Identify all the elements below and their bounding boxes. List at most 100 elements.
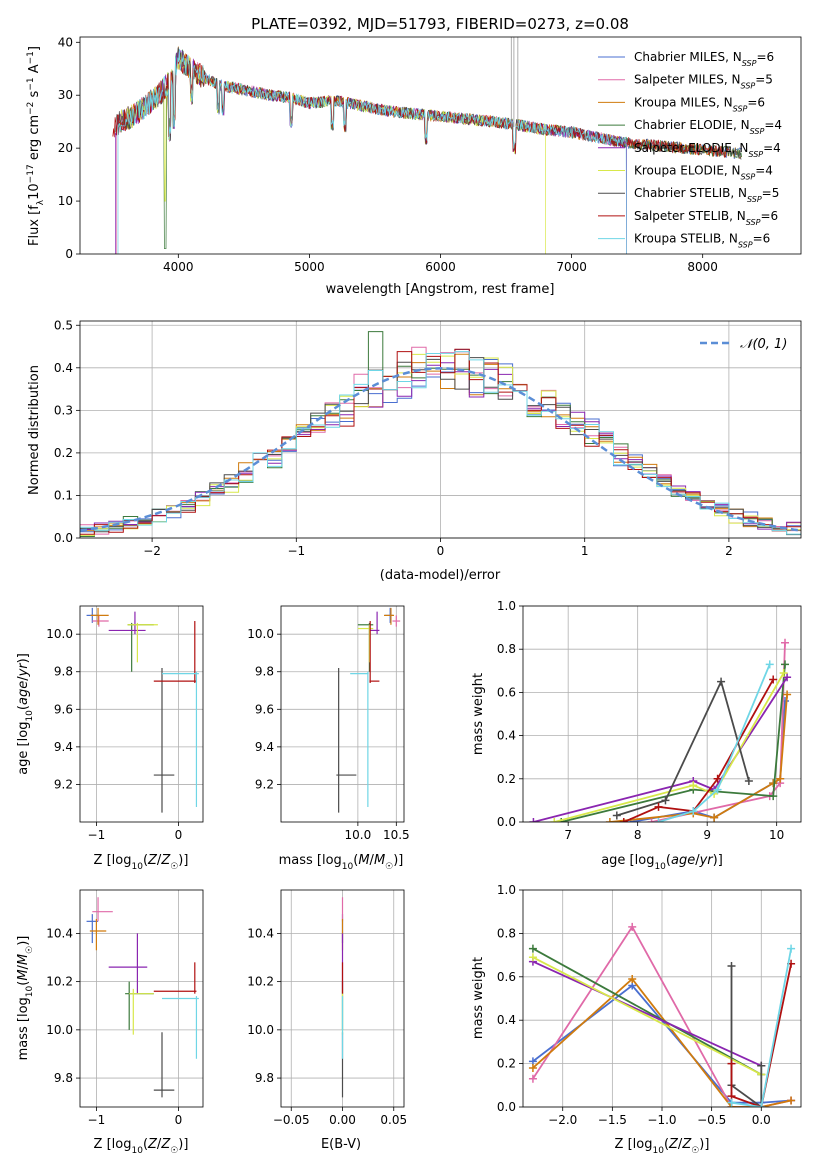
y-tick-label: 10.4 <box>247 926 274 940</box>
x-tick-label: 0 <box>175 828 183 842</box>
errorbar-point <box>153 621 197 684</box>
x-tick-label: 0 <box>175 1113 183 1127</box>
series-marker <box>529 818 538 822</box>
y-tick-label: 9.8 <box>54 665 73 679</box>
series-marker <box>727 1059 736 1068</box>
y-tick-label: 0.6 <box>497 685 516 699</box>
y-tick-label: 1.0 <box>497 599 516 613</box>
spectrum-line <box>117 48 627 254</box>
axes-frame: −1 0 9.2 9.4 9.6 9.8 10.0 <box>46 605 204 842</box>
x-tick-label: 5000 <box>294 260 325 274</box>
x-tick-label: 10.0 <box>345 828 372 842</box>
errorbar-point <box>392 615 401 627</box>
plot-area <box>112 37 743 254</box>
series-marker <box>744 776 753 785</box>
y-axis-label: age [log10(age/yr)] <box>16 653 35 775</box>
series-marker <box>528 944 537 953</box>
figure-title: PLATE=0392, MJD=51793, FIBERID=0273, z=0… <box>251 15 629 33</box>
y-tick-label: 0.3 <box>54 403 73 417</box>
series-marker <box>757 1061 766 1070</box>
legend-label: Kroupa MILES, NSSP=6 <box>634 95 765 113</box>
x-tick-label: 4000 <box>163 260 194 274</box>
series-marker <box>654 818 663 822</box>
series-marker <box>727 961 736 970</box>
residuals-panel: −2 −1 0 1 2 0.0 0.1 0.2 0.3 0.4 0.5 𝒩(0, 1) (data-mo… <box>27 318 802 583</box>
y-tick-label: 10.4 <box>46 926 73 940</box>
y-tick-label: 9.4 <box>255 740 274 754</box>
y-tick-label: 0.4 <box>497 1013 516 1027</box>
x-axis-label: Z [log10(Z/Z☉)] <box>94 1137 189 1156</box>
y-tick-label: 9.2 <box>255 777 274 791</box>
y-tick-label: 9.8 <box>255 1071 274 1085</box>
axes-frame: −1 0 9.8 10.0 10.2 10.4 <box>46 889 204 1127</box>
series-marker <box>550 818 559 822</box>
mass-vs-extinction-panel: −0.05 0.00 0.05 9.8 10.0 10.2 10.4 E(B-V) <box>247 889 407 1152</box>
x-tick-label: 8000 <box>687 260 718 274</box>
series-marker <box>628 922 637 931</box>
errorbar-point <box>108 611 146 635</box>
axes-border <box>79 889 204 1108</box>
errorbar-point <box>89 918 107 951</box>
x-tick-label: 0.05 <box>380 1113 407 1127</box>
legend-label: Chabrier ELODIE, NSSP=4 <box>634 118 782 136</box>
x-tick-label: 10.5 <box>383 828 410 842</box>
legend-label: Kroupa STELIB, NSSP=6 <box>634 232 770 250</box>
errorbar-point <box>92 615 109 627</box>
series-marker <box>776 774 785 783</box>
series-marker <box>781 660 790 669</box>
x-axis-label: age [log10(age/yr)] <box>601 853 723 872</box>
y-tick-label: 0.8 <box>497 642 516 656</box>
x-tick-label: 1 <box>581 544 589 558</box>
x-tick-label: 9 <box>703 828 711 842</box>
errorbar-point <box>153 667 175 813</box>
x-tick-label: 8 <box>634 828 642 842</box>
errorbar-point <box>369 621 380 684</box>
y-tick-label: 9.4 <box>54 740 73 754</box>
errorbar-point <box>162 996 199 1059</box>
plot-area <box>80 331 801 537</box>
x-tick-label: −1 <box>88 1113 106 1127</box>
weight-vs-metallicity-panel: −2.0 −1.5 −1.0 −0.5 0.0 0.0 0.2 0.4 0.6 0.8 1.0 Z [… <box>471 883 802 1156</box>
weight-vs-age-panel: 7 8 9 10 0.0 0.2 0.4 0.6 0.8 1.0 age [log10(age/yr… <box>471 599 802 872</box>
y-tick-label: 0.4 <box>497 729 516 743</box>
mass-vs-metallicity-panel: −1 0 9.8 10.0 10.2 10.4 Z [log10(Z/Z☉)] mass [l… <box>16 889 204 1156</box>
plot-area <box>529 638 792 822</box>
series-marker <box>727 1098 736 1107</box>
x-axis-label: wavelength [Angstrom, rest frame] <box>326 282 555 297</box>
x-axis-label: E(B-V) <box>321 1137 361 1152</box>
series-line <box>658 663 771 822</box>
x-tick-label: 2 <box>725 544 733 558</box>
y-axis-label: mass [log10(M/M☉)] <box>16 936 35 1061</box>
plot-area <box>528 922 796 1107</box>
x-tick-label: −1.0 <box>647 1113 676 1127</box>
series-marker <box>689 781 698 790</box>
series-marker <box>528 953 537 962</box>
errorbar-point <box>162 671 199 807</box>
gaussian-curve <box>80 367 801 532</box>
series-marker <box>769 675 778 684</box>
x-axis-label: (data-model)/error <box>380 568 501 583</box>
x-tick-label: −2 <box>143 544 161 558</box>
residuals-legend: 𝒩(0, 1) <box>700 337 787 352</box>
series-line <box>651 642 786 822</box>
series-line <box>554 672 785 822</box>
series-marker <box>528 1074 537 1083</box>
axes-frame: −2.0 −1.5 −1.0 −0.5 0.0 0.0 0.2 0.4 0.6 0.8 1.0 <box>497 883 802 1127</box>
y-tick-label: 9.6 <box>54 702 73 716</box>
x-axis-label: Z [log10(Z/Z☉)] <box>94 853 189 872</box>
y-tick-label: 0.2 <box>497 772 516 786</box>
series-marker <box>779 668 788 677</box>
y-axis-label: mass weight <box>471 957 486 1039</box>
y-tick-label: 10.2 <box>247 975 274 989</box>
y-tick-label: 40 <box>58 35 73 49</box>
legend-label: Chabrier STELIB, NSSP=5 <box>634 186 779 204</box>
plot-area <box>86 897 199 1098</box>
series-marker <box>717 677 726 686</box>
legend-label: Salpeter MILES, NSSP=5 <box>634 73 773 91</box>
x-axis-label: Z [log10(Z/Z☉)] <box>615 1137 710 1156</box>
x-tick-label: −1 <box>88 828 106 842</box>
histogram-step <box>80 348 801 535</box>
series-line <box>616 679 750 817</box>
legend-label: Kroupa ELODIE, NSSP=4 <box>634 164 773 182</box>
legend-label: 𝒩(0, 1) <box>740 337 787 352</box>
